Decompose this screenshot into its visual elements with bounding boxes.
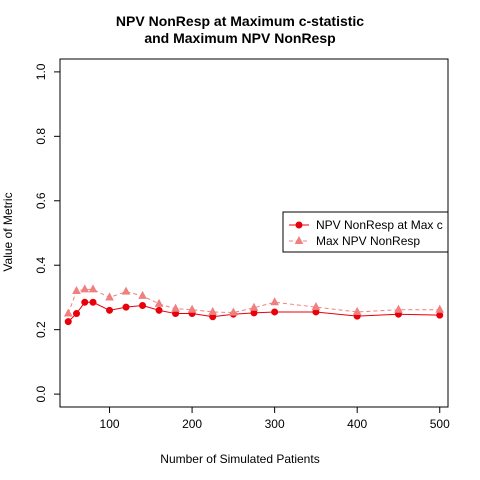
series-1-point bbox=[122, 303, 130, 311]
series-2-point bbox=[154, 298, 164, 307]
series-1-point bbox=[73, 310, 81, 318]
series-2-point bbox=[171, 303, 180, 312]
y-tick-label: 0.2 bbox=[34, 321, 48, 338]
x-tick-label: 500 bbox=[430, 417, 450, 431]
y-tick-label: 0.8 bbox=[34, 128, 48, 145]
x-tick-label: 300 bbox=[265, 417, 285, 431]
series-2-point bbox=[63, 308, 73, 317]
y-axis-label: Value of Metric bbox=[1, 192, 15, 272]
series-1-point bbox=[155, 306, 163, 314]
series-1-point bbox=[64, 318, 72, 326]
series-2-point bbox=[72, 285, 81, 294]
series-2-point bbox=[249, 302, 259, 311]
legend-marker-1 bbox=[295, 221, 303, 229]
series-2-point bbox=[138, 290, 147, 299]
x-axis-label: Number of Simulated Patients bbox=[160, 452, 320, 466]
series-2-point bbox=[121, 286, 131, 295]
x-tick-label: 100 bbox=[100, 417, 120, 431]
chart-title-line-2: and Maximum NPV NonResp bbox=[144, 30, 336, 46]
legend-label-1: NPV NonResp at Max c bbox=[316, 218, 443, 232]
legend-box bbox=[282, 211, 449, 253]
y-tick-label: 1.0 bbox=[34, 63, 48, 80]
series-1-point bbox=[250, 309, 258, 317]
series-2-point bbox=[229, 307, 238, 316]
series-2-point bbox=[88, 284, 98, 293]
series-2-point bbox=[311, 302, 321, 311]
x-tick-label: 200 bbox=[182, 417, 202, 431]
series-1-point bbox=[106, 306, 114, 314]
legend-marker-2 bbox=[294, 235, 304, 244]
x-tick-label: 400 bbox=[347, 417, 367, 431]
series-1-point bbox=[436, 311, 444, 319]
series-1-point bbox=[271, 308, 279, 316]
series-2-point bbox=[352, 306, 362, 315]
series-2-point bbox=[270, 297, 279, 306]
y-tick-label: 0.6 bbox=[34, 192, 48, 209]
series-2-point bbox=[80, 284, 90, 293]
series-2-point bbox=[105, 292, 114, 301]
legend-label-2: Max NPV NonResp bbox=[316, 234, 420, 248]
series-2-point bbox=[208, 306, 218, 315]
y-tick-label: 0.4 bbox=[34, 257, 48, 274]
series-2-point bbox=[394, 304, 403, 313]
series-1-point bbox=[139, 302, 147, 309]
series-2-point bbox=[435, 304, 445, 313]
chart-title-line-1: NPV NonResp at Maximum c-statistic bbox=[115, 13, 365, 29]
y-tick-label: 0.0 bbox=[34, 385, 48, 402]
series-1-point bbox=[89, 298, 97, 306]
series-1-point bbox=[81, 298, 89, 306]
series-2-point bbox=[187, 304, 197, 313]
